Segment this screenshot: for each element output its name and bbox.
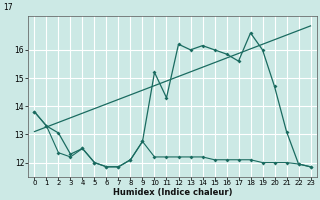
X-axis label: Humidex (Indice chaleur): Humidex (Indice chaleur)	[113, 188, 232, 197]
Text: 17: 17	[4, 3, 13, 12]
